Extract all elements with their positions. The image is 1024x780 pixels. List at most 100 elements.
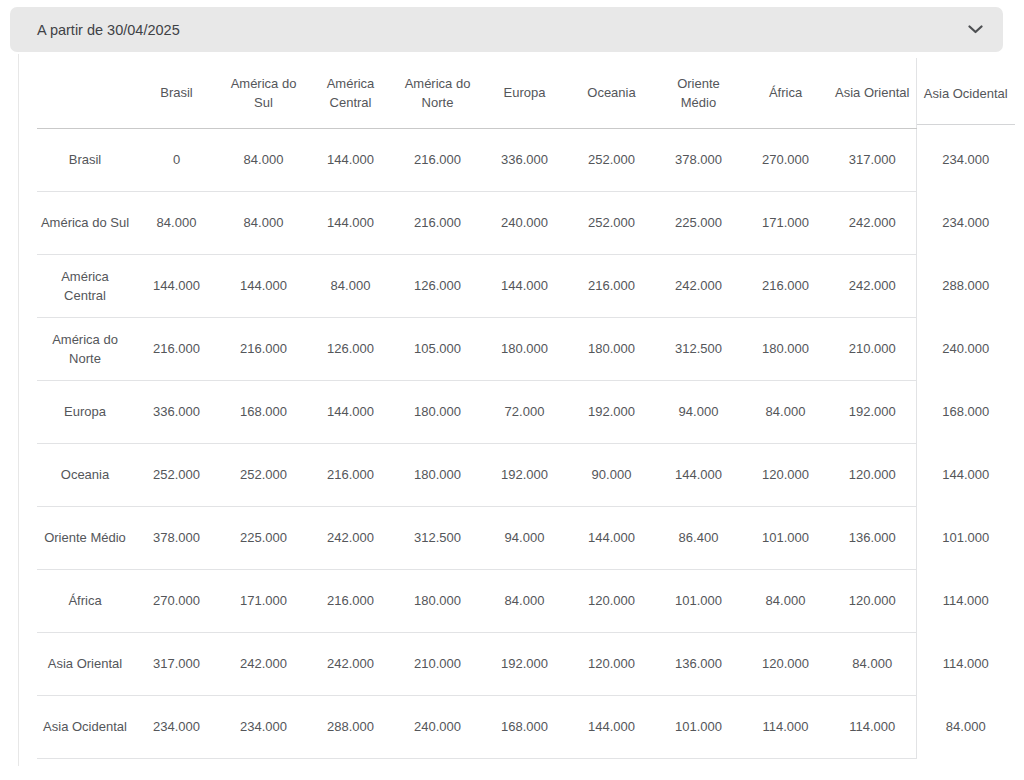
matrix-cell: 192.000 [829,380,916,443]
row-header: América Central [37,254,133,317]
matrix-cell: 171.000 [220,569,307,632]
matrix-cell: 242.000 [655,254,742,317]
matrix-cell: 252.000 [220,443,307,506]
column-header-corner [37,58,133,128]
matrix-cell: 126.000 [394,254,481,317]
column-header: Oceania [568,58,655,128]
matrix-cell: 86.400 [655,506,742,569]
row-header: Oceania [37,443,133,506]
table-row: Asia Ocidental234.000234.000288.000240.0… [37,695,1015,758]
matrix-cell: 210.000 [394,632,481,695]
row-header: África [37,569,133,632]
matrix-cell: 84.000 [742,569,829,632]
matrix-cell: 90.000 [568,443,655,506]
matrix-cell: 120.000 [829,443,916,506]
matrix-cell: 180.000 [568,317,655,380]
table-row: Asia Oriental317.000242.000242.000210.00… [37,632,1015,695]
table-row: Oriente Médio378.000225.000242.000312.50… [37,506,1015,569]
matrix-cell: 240.000 [481,191,568,254]
row-header: América do Sul [37,191,133,254]
accordion-header[interactable]: A partir de 30/04/2025 [10,7,1003,52]
matrix-cell: 84.000 [307,254,394,317]
row-header: América do Norte [37,317,133,380]
matrix-cell: 168.000 [916,380,1015,443]
matrix-cell: 144.000 [220,254,307,317]
matrix-cell: 105.000 [394,317,481,380]
table-row: América do Norte216.000216.000126.000105… [37,317,1015,380]
matrix-cell: 378.000 [655,128,742,191]
matrix-cell: 288.000 [307,695,394,758]
matrix-cell: 94.000 [481,506,568,569]
matrix-cell: 120.000 [829,569,916,632]
page: A partir de 30/04/2025 Brasil América do… [0,0,1024,780]
matrix-cell: 240.000 [394,695,481,758]
matrix-cell: 101.000 [655,695,742,758]
matrix-cell: 114.000 [916,632,1015,695]
row-header: Asia Ocidental [37,695,133,758]
row-header: Asia Oriental [37,632,133,695]
matrix-cell: 144.000 [568,506,655,569]
matrix-cell: 192.000 [481,632,568,695]
column-header: África [742,58,829,128]
matrix-cell: 114.000 [916,569,1015,632]
matrix-cell: 120.000 [568,632,655,695]
matrix-cell: 168.000 [481,695,568,758]
matrix-cell: 216.000 [568,254,655,317]
matrix-cell: 114.000 [742,695,829,758]
matrix-cell: 120.000 [742,443,829,506]
matrix-cell: 216.000 [220,317,307,380]
table-row: Oceania252.000252.000216.000180.000192.0… [37,443,1015,506]
matrix-cell: 171.000 [742,191,829,254]
column-header: América do Norte [394,58,481,128]
matrix-cell: 101.000 [655,569,742,632]
matrix-cell: 336.000 [481,128,568,191]
matrix-cell: 270.000 [742,128,829,191]
matrix-cell: 144.000 [133,254,220,317]
matrix-cell: 317.000 [829,128,916,191]
matrix-cell: 288.000 [916,254,1015,317]
matrix-cell: 84.000 [481,569,568,632]
matrix-cell: 180.000 [742,317,829,380]
matrix-cell: 234.000 [916,191,1015,254]
accordion-body: Brasil América do Sul América Central Am… [18,54,1024,766]
matrix-cell: 216.000 [394,128,481,191]
row-header: Brasil [37,128,133,191]
matrix-cell: 216.000 [133,317,220,380]
matrix-cell: 225.000 [220,506,307,569]
column-header: Asia Oriental [829,58,916,128]
matrix-cell: 84.000 [133,191,220,254]
matrix-cell: 120.000 [742,632,829,695]
matrix-cell: 180.000 [394,443,481,506]
matrix-cell: 180.000 [394,380,481,443]
matrix-cell: 192.000 [568,380,655,443]
row-header: Oriente Médio [37,506,133,569]
matrix-cell: 94.000 [655,380,742,443]
matrix-cell: 120.000 [568,569,655,632]
table-row: África270.000171.000216.000180.00084.000… [37,569,1015,632]
matrix-cell: 136.000 [655,632,742,695]
matrix-cell: 84.000 [220,191,307,254]
matrix-cell: 216.000 [394,191,481,254]
row-header: Europa [37,380,133,443]
matrix-cell: 216.000 [307,443,394,506]
matrix-cell: 144.000 [916,443,1015,506]
table-row: América Central144.000144.00084.000126.0… [37,254,1015,317]
chevron-down-icon[interactable] [968,25,983,34]
matrix-cell: 144.000 [307,128,394,191]
matrix-cell: 84.000 [916,695,1015,758]
matrix-cell: 252.000 [133,443,220,506]
matrix-cell: 216.000 [742,254,829,317]
matrix-cell: 192.000 [481,443,568,506]
matrix-cell: 180.000 [394,569,481,632]
matrix-cell: 242.000 [307,632,394,695]
matrix-cell: 242.000 [307,506,394,569]
matrix-cell: 378.000 [133,506,220,569]
column-header: Oriente Médio [655,58,742,128]
matrix-cell: 0 [133,128,220,191]
matrix-cell: 312.500 [394,506,481,569]
matrix-cell: 84.000 [829,632,916,695]
matrix-cell: 144.000 [655,443,742,506]
matrix-cell: 126.000 [307,317,394,380]
matrix-cell: 168.000 [220,380,307,443]
column-header: América Central [307,58,394,128]
